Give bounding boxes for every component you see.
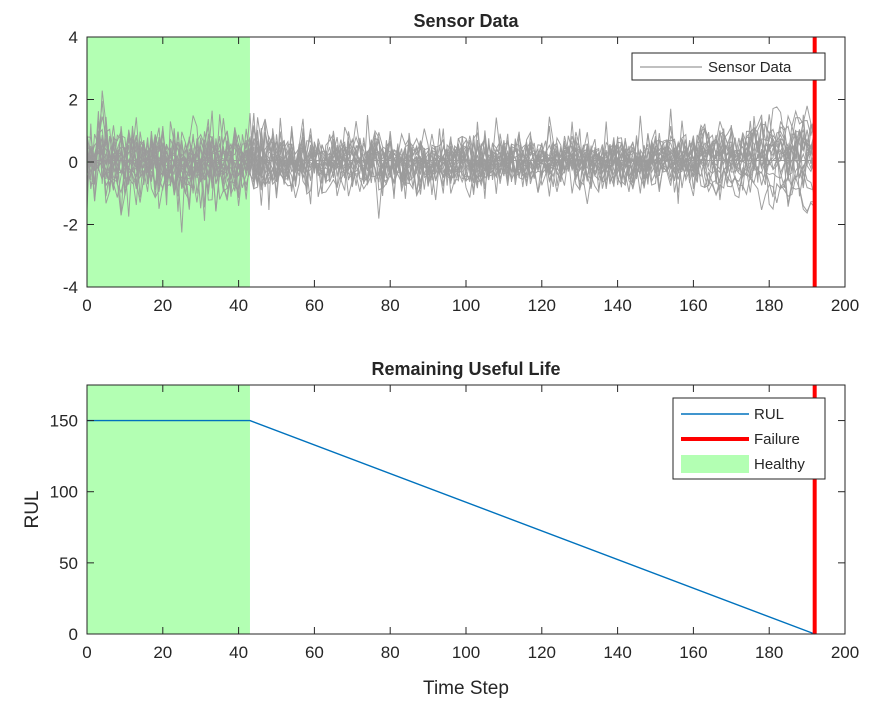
x-tick-label: 0 [82, 296, 91, 315]
x-tick-label: 20 [153, 643, 172, 662]
x-tick-label: 140 [603, 296, 631, 315]
y-tick-label: 100 [50, 483, 78, 502]
chart-title: Sensor Data [413, 11, 519, 31]
sensor-series-line [86, 129, 816, 221]
sensor-series-line [86, 114, 816, 206]
x-tick-label: 60 [305, 296, 324, 315]
sensor-data-chart: 0 20 40 60 80 100 120 140 160 180 200 -4 -2 0 2 4 Sensor… [63, 11, 859, 315]
x-tick-label: 40 [229, 643, 248, 662]
x-tick-label: 100 [452, 296, 480, 315]
x-tick-label: 180 [755, 643, 783, 662]
x-tick-label: 180 [755, 296, 783, 315]
healthy-region [87, 385, 250, 634]
x-axis-ticks: 0 20 40 60 80 100 120 140 160 180 200 [82, 37, 859, 315]
sensor-series-line [86, 100, 816, 211]
x-tick-label: 120 [528, 296, 556, 315]
y-tick-label: 4 [69, 28, 78, 47]
x-axis-label: Time Step [423, 678, 509, 699]
legend-swatch [681, 455, 749, 473]
sensor-lines [86, 90, 816, 233]
legend: Sensor Data [631, 52, 826, 81]
x-tick-label: 200 [831, 296, 859, 315]
x-tick-label: 80 [381, 643, 400, 662]
x-tick-label: 80 [381, 296, 400, 315]
sensor-series-line [86, 112, 816, 212]
x-tick-label: 60 [305, 643, 324, 662]
sensor-series-line [86, 115, 816, 206]
legend-label: Healthy [754, 456, 805, 473]
x-tick-label: 20 [153, 296, 172, 315]
rul-line [87, 419, 815, 635]
x-tick-label: 160 [679, 296, 707, 315]
y-axis-ticks: -4 -2 0 2 4 [63, 28, 845, 297]
sensor-series-line [86, 105, 816, 202]
x-tick-label: 120 [528, 643, 556, 662]
y-tick-label: 150 [50, 412, 78, 431]
x-tick-label: 140 [603, 643, 631, 662]
y-tick-label: -4 [63, 278, 78, 297]
legend-label: RUL [754, 406, 784, 423]
y-tick-label: 50 [59, 554, 78, 573]
sensor-series-line [86, 110, 815, 215]
y-axis-label: RUL [22, 490, 43, 528]
healthy-rect [87, 385, 250, 634]
rul-chart: Time Step RUL 0 20 40 60 80 100 120 140 160 180 20… [22, 359, 859, 699]
legend: RUL Failure Healthy [672, 397, 826, 480]
x-tick-label: 100 [452, 643, 480, 662]
y-tick-label: -2 [63, 216, 78, 235]
x-axis-ticks: 0 20 40 60 80 100 120 140 160 180 200 [82, 385, 859, 662]
x-tick-label: 160 [679, 643, 707, 662]
rul-series-line [87, 419, 815, 635]
x-tick-label: 200 [831, 643, 859, 662]
chart-title: Remaining Useful Life [371, 359, 560, 379]
legend-box [631, 52, 826, 81]
y-axis-ticks: 0 50 100 150 [50, 412, 845, 644]
legend-label: Sensor Data [708, 59, 792, 76]
x-tick-label: 0 [82, 643, 91, 662]
legend-label: Failure [754, 431, 800, 448]
y-tick-label: 0 [69, 153, 78, 172]
y-tick-label: 2 [69, 91, 78, 110]
x-tick-label: 40 [229, 296, 248, 315]
y-tick-label: 0 [69, 625, 78, 644]
